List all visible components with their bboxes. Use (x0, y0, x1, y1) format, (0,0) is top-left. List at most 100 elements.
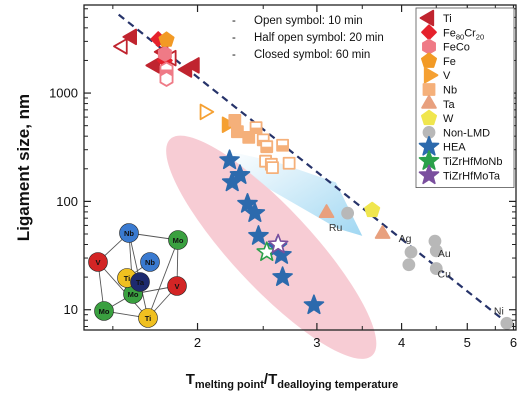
point-nb-7-half-fill (277, 145, 289, 151)
legend-marker-fe (420, 52, 438, 68)
plot-frame (83, 4, 517, 331)
x-tick-label: 6 (510, 335, 517, 350)
inset-atom-v2 (167, 276, 187, 296)
note-text-2: Half open symbol: 20 min (254, 32, 384, 44)
legend-marker-v (423, 66, 439, 84)
inset-atom-nb1 (119, 223, 139, 243)
y-axis-label: Ligament size, nm (14, 94, 33, 241)
inset-atom-nb2 (140, 252, 160, 272)
x-axis-label-slash: /T (264, 371, 277, 388)
inset-atom-label: Mo (128, 290, 139, 299)
inset-atom-v1 (88, 252, 108, 272)
point-v-1 (199, 103, 215, 121)
note-dash: - (232, 49, 236, 61)
point-ti-1 (113, 38, 128, 55)
point-nonlmd-5 (429, 244, 443, 258)
x-axis-label-sub2: dealloying temperature (277, 379, 398, 391)
point-ti-2 (122, 28, 137, 46)
notes-layer: - Open symbol: 10 min - Half open symbol: 2… (232, 15, 384, 61)
point-hea-4 (237, 193, 258, 213)
inset-atom-label: V (174, 282, 179, 291)
legend-label-feco: FeCo (443, 42, 470, 54)
point-feco-1 (157, 45, 172, 62)
marker-layer: Ru Ag Au Cu Ni (113, 28, 514, 330)
inset-atom-ti2 (138, 308, 158, 328)
x-tick-label: 4 (398, 335, 405, 350)
point-nb-11 (282, 156, 296, 170)
point-hea-10 (303, 294, 325, 315)
x-axis-label-sub1: melting point (195, 379, 264, 391)
point-nonlmd-1 (341, 206, 355, 220)
inset-atom-ta1 (130, 272, 150, 292)
point-nonlmd-7 (500, 316, 514, 330)
legend-entry-v: V (423, 66, 451, 84)
inset-atom-label: V (95, 258, 100, 267)
inset-bond (147, 239, 179, 319)
point-nonlmd-2 (404, 245, 418, 259)
x-axis-label: Tmelting point/Tdealloying temperature (186, 371, 399, 391)
legend-marker-w (420, 109, 438, 126)
point-label-cu: Cu (438, 269, 452, 281)
x-axis-label-main: T (186, 371, 195, 388)
point-ti-7 (185, 57, 200, 74)
point-nb-1 (228, 113, 242, 127)
inset-atom-label: Nb (145, 258, 155, 267)
point-ta-1 (318, 204, 335, 218)
legend-entry-w: W (420, 109, 454, 126)
point-nb-6-half-fill (261, 146, 273, 153)
note-text-3: Closed symbol: 60 min (254, 49, 370, 61)
point-label-ag: Ag (399, 233, 412, 245)
legend-entry-nonlmd: Non-LMD (422, 125, 490, 139)
legend-label-v: V (443, 70, 451, 82)
inset-bond (97, 261, 149, 319)
legend-label-fecr: Fe80Cr20 (443, 27, 484, 41)
inset-layer: Mo Nb Mo V Mo V Ti Ti Ta Nb (88, 223, 188, 328)
legend-marker-feco (422, 38, 436, 55)
point-nb-10 (266, 161, 279, 175)
point-label-au: Au (438, 248, 451, 260)
y-tick-label: 100 (56, 194, 78, 209)
legend-label-nonlmd: Non-LMD (443, 127, 490, 139)
point-tizrhfmota-1 (267, 233, 289, 254)
legend-label-tizrhfmonb: TiZrHfMoNb (443, 156, 502, 168)
x-tick-label: 2 (194, 335, 201, 350)
inset-atom-label: Ti (145, 314, 152, 323)
point-nb-3 (242, 130, 256, 144)
point-nonlmd-6 (429, 262, 443, 275)
axis-layer: 10 100 1000 2 3 4 5 6 Ligament size, nm Tmelting … (14, 4, 517, 391)
note-text-1: Open symbol: 10 min (254, 15, 363, 27)
legend-marker-nb (422, 83, 436, 96)
x-tick-label: 3 (313, 335, 320, 350)
x-tick-label: 5 (464, 335, 471, 350)
point-label-ni: Ni (494, 305, 504, 317)
legend-entry-ta: Ta (421, 94, 456, 111)
inset-atom-label: Mo (173, 236, 184, 245)
inset-atom-label: Nb (124, 229, 134, 238)
legend-entry-feco: FeCo (422, 38, 470, 55)
inset-atom-mo2 (94, 301, 114, 321)
point-hea-5 (244, 202, 266, 222)
point-label-ru: Ru (329, 222, 343, 234)
legend-label-nb: Nb (443, 85, 457, 97)
legend-marker-ti (419, 9, 435, 27)
legend-label-fe: Fe (443, 56, 456, 68)
point-fe-1 (158, 31, 175, 47)
legend-marker-ta (421, 94, 437, 109)
legend-marker-tizrhfmota (418, 164, 440, 185)
point-hea-6 (248, 225, 269, 245)
legend-entry-tizrhfmota: TiZrHfMoTa (418, 164, 501, 185)
note-dash: - (232, 15, 236, 27)
inset-atom-mo1 (168, 230, 188, 250)
legend-label-tizrhfmota: TiZrHfMoTa (443, 170, 501, 182)
legend-entry-fe: Fe (420, 52, 456, 68)
point-hea-9 (272, 266, 293, 287)
point-nonlmd-3 (402, 258, 416, 272)
point-hea-3 (229, 164, 251, 184)
y-tick-label: 10 (64, 302, 78, 317)
legend-label-ta: Ta (443, 99, 456, 111)
legend-label-ti: Ti (443, 13, 452, 25)
point-nb-4-half-fill (250, 127, 262, 134)
inset-atom-label: Mo (99, 307, 110, 316)
